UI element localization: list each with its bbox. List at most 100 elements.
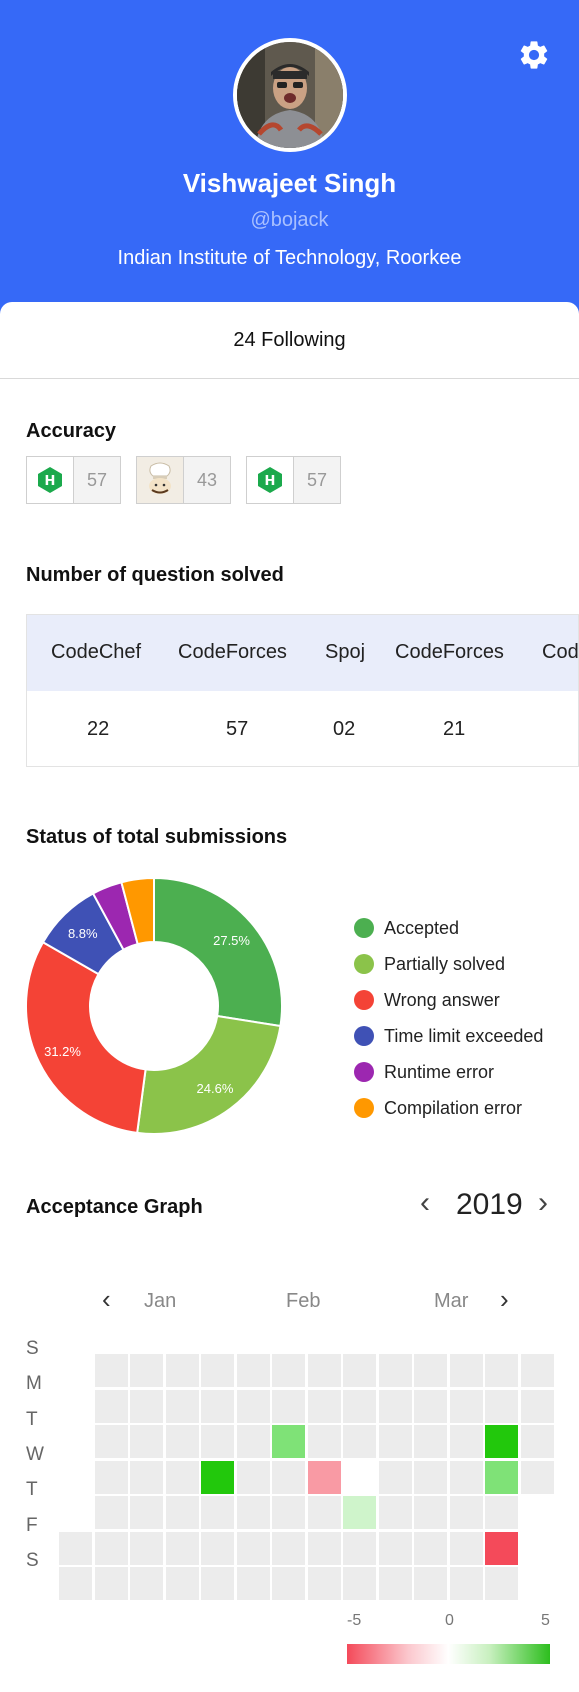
heatmap-cell[interactable] [378, 1531, 412, 1565]
year-next-chevron-icon[interactable]: › [538, 1186, 548, 1219]
heatmap-cell[interactable] [130, 1531, 163, 1565]
heatmap-cell[interactable] [272, 1567, 305, 1600]
heatmap-cell[interactable] [165, 1531, 199, 1565]
heatmap-cell[interactable] [449, 1389, 483, 1423]
heatmap-cell[interactable] [449, 1460, 483, 1494]
heatmap-cell[interactable] [201, 1496, 234, 1529]
heatmap-cell[interactable] [307, 1354, 341, 1387]
heatmap-cell[interactable] [414, 1460, 447, 1494]
heatmap-cell[interactable] [414, 1496, 447, 1529]
heatmap-cell[interactable] [201, 1425, 234, 1458]
heatmap-cell[interactable] [201, 1389, 234, 1423]
heatmap-cell[interactable] [520, 1425, 554, 1458]
heatmap-cell[interactable] [307, 1496, 341, 1529]
heatmap-cell[interactable] [378, 1354, 412, 1387]
accuracy-chip-hackerrank[interactable]: H 57 [26, 456, 121, 504]
heatmap-cell[interactable] [343, 1567, 376, 1600]
heatmap-cell[interactable] [449, 1496, 483, 1529]
heatmap-cell[interactable] [485, 1389, 518, 1423]
heatmap-cell[interactable] [236, 1567, 270, 1600]
heatmap-cell[interactable] [201, 1354, 234, 1387]
heatmap-cell[interactable] [201, 1567, 234, 1600]
heatmap-cell[interactable] [485, 1567, 518, 1600]
heatmap-cell[interactable] [165, 1567, 199, 1600]
heatmap-cell[interactable] [94, 1460, 128, 1494]
heatmap-cell[interactable] [414, 1531, 447, 1565]
heatmap-cell[interactable] [485, 1496, 518, 1529]
heatmap-cell[interactable] [130, 1496, 163, 1529]
heatmap-cell[interactable] [485, 1460, 518, 1494]
questions-table[interactable]: CodeChef CodeForces Spoj CodeForces Cod … [26, 614, 579, 767]
heatmap-cell[interactable] [272, 1531, 305, 1565]
settings-gear-icon[interactable] [517, 38, 551, 72]
heatmap-cell[interactable] [343, 1389, 376, 1423]
heatmap-cell[interactable] [485, 1531, 518, 1565]
heatmap-cell[interactable] [520, 1460, 554, 1494]
heatmap-cell[interactable] [165, 1425, 199, 1458]
year-prev-chevron-icon[interactable]: ‹ [420, 1186, 430, 1219]
heatmap-cell[interactable] [236, 1389, 270, 1423]
heatmap-cell[interactable] [165, 1496, 199, 1529]
heatmap-cell[interactable] [94, 1354, 128, 1387]
heatmap-cell[interactable] [520, 1354, 554, 1387]
heatmap-cell[interactable] [165, 1460, 199, 1494]
heatmap-cell[interactable] [343, 1460, 376, 1494]
heatmap-cell[interactable] [449, 1531, 483, 1565]
heatmap-cell[interactable] [449, 1567, 483, 1600]
heatmap-cell[interactable] [414, 1425, 447, 1458]
heatmap-cell[interactable] [307, 1531, 341, 1565]
heatmap-cell[interactable] [485, 1354, 518, 1387]
heatmap-cell[interactable] [343, 1531, 376, 1565]
heatmap-cell[interactable] [414, 1567, 447, 1600]
heatmap-cell[interactable] [378, 1460, 412, 1494]
heatmap-cell[interactable] [59, 1567, 92, 1600]
month-next-chevron-icon[interactable]: › [500, 1284, 509, 1314]
heatmap-cell[interactable] [130, 1567, 163, 1600]
heatmap-cell[interactable] [236, 1460, 270, 1494]
heatmap-cell[interactable] [272, 1425, 305, 1458]
heatmap-cell[interactable] [378, 1389, 412, 1423]
heatmap-cell[interactable] [272, 1354, 305, 1387]
heatmap-cell[interactable] [94, 1531, 128, 1565]
heatmap-cell[interactable] [272, 1389, 305, 1423]
month-prev-chevron-icon[interactable]: ‹ [102, 1284, 111, 1314]
heatmap-cell[interactable] [485, 1425, 518, 1458]
heatmap-cell[interactable] [343, 1496, 376, 1529]
accuracy-chip-hackerrank[interactable]: H 57 [246, 456, 341, 504]
accuracy-chip-codechef[interactable]: 43 [136, 456, 231, 504]
heatmap-cell[interactable] [520, 1389, 554, 1423]
heatmap-cell[interactable] [130, 1354, 163, 1387]
heatmap-cell[interactable] [94, 1496, 128, 1529]
heatmap-cell[interactable] [236, 1354, 270, 1387]
heatmap-cell[interactable] [449, 1425, 483, 1458]
heatmap-cell[interactable] [94, 1425, 128, 1458]
heatmap-cell[interactable] [378, 1496, 412, 1529]
heatmap-cell[interactable] [94, 1389, 128, 1423]
heatmap-cell[interactable] [378, 1425, 412, 1458]
heatmap-cell[interactable] [307, 1425, 341, 1458]
heatmap-cell[interactable] [307, 1389, 341, 1423]
heatmap-cell[interactable] [307, 1567, 341, 1600]
heatmap-cell[interactable] [343, 1425, 376, 1458]
heatmap-cell[interactable] [94, 1567, 128, 1600]
heatmap-cell[interactable] [130, 1389, 163, 1423]
following-count[interactable]: 24 Following [233, 329, 346, 351]
heatmap-cell[interactable] [307, 1460, 341, 1494]
heatmap-cell[interactable] [165, 1354, 199, 1387]
heatmap-cell[interactable] [272, 1460, 305, 1494]
heatmap-cell[interactable] [414, 1354, 447, 1387]
heatmap-cell[interactable] [201, 1460, 234, 1494]
heatmap-cell[interactable] [236, 1531, 270, 1565]
heatmap-cell[interactable] [165, 1389, 199, 1423]
heatmap-cell[interactable] [130, 1425, 163, 1458]
heatmap-cell[interactable] [272, 1496, 305, 1529]
heatmap-cell[interactable] [378, 1567, 412, 1600]
heatmap-cell[interactable] [236, 1496, 270, 1529]
heatmap-cell[interactable] [236, 1425, 270, 1458]
heatmap-cell[interactable] [59, 1531, 92, 1565]
heatmap-cell[interactable] [130, 1460, 163, 1494]
heatmap-cell[interactable] [201, 1531, 234, 1565]
heatmap-cell[interactable] [343, 1354, 376, 1387]
heatmap-cell[interactable] [414, 1389, 447, 1423]
heatmap-cell[interactable] [449, 1354, 483, 1387]
